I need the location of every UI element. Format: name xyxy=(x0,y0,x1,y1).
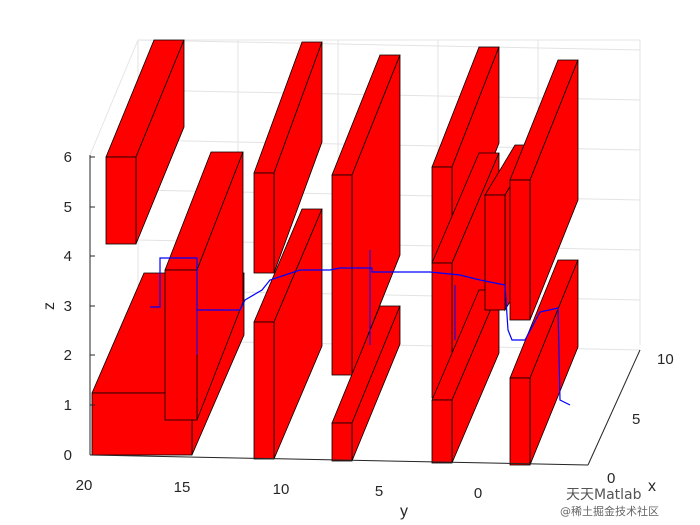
obstacle-front-face xyxy=(484,194,506,311)
obstacle-front-face xyxy=(509,179,531,321)
x-tick-label: 10 xyxy=(657,351,674,368)
grid-line xyxy=(137,39,641,51)
z-tick-label: 5 xyxy=(64,199,72,216)
x-axis: 0 5 10 x xyxy=(587,349,674,495)
z-axis-label: z xyxy=(41,302,58,310)
x-tick-label: 0 xyxy=(607,470,615,487)
y-axis: 20 15 10 5 0 y xyxy=(76,454,589,520)
obstacle-block xyxy=(253,208,323,460)
obstacle-block xyxy=(331,54,401,376)
obstacle-block xyxy=(105,39,185,245)
watermark-subtitle: @稀土掘金技术社区 xyxy=(560,505,659,518)
obstacle-front-face xyxy=(331,174,353,376)
z-tick-label: 0 xyxy=(64,447,72,464)
obstacle-front-face xyxy=(253,321,275,460)
z-tick-label: 2 xyxy=(64,347,72,364)
obstacle-front-face xyxy=(331,422,353,462)
obstacle-block xyxy=(164,151,244,421)
x-axis-label: x xyxy=(648,478,656,495)
obstacle-front-face xyxy=(431,399,453,464)
obstacle-front-face xyxy=(509,377,531,466)
obstacle-block xyxy=(509,259,579,466)
planned-path xyxy=(150,250,571,406)
y-tick-label: 5 xyxy=(375,483,383,500)
obstacle-block xyxy=(431,289,500,464)
z-axis: 0 1 2 3 4 5 6 z xyxy=(41,149,95,464)
z-tick-label: 3 xyxy=(64,298,72,315)
obstacle-block xyxy=(509,59,579,321)
obstacles-group xyxy=(91,39,579,466)
obstacle-block xyxy=(253,41,323,274)
x-tick-label: 5 xyxy=(632,411,640,428)
y-tick-label: 0 xyxy=(474,485,482,502)
obstacle-block xyxy=(331,305,401,462)
obstacle-front-face xyxy=(253,172,275,274)
obstacle-front-face xyxy=(164,269,198,421)
y-tick-label: 10 xyxy=(273,481,290,498)
y-axis-label: y xyxy=(400,503,408,520)
z-tick-label: 6 xyxy=(64,149,72,166)
y-tick-label: 20 xyxy=(76,477,93,494)
obstacle-front-face xyxy=(105,156,137,245)
watermark-title: 天天Matlab xyxy=(566,487,642,503)
y-tick-label: 15 xyxy=(174,479,191,496)
z-tick-label: 4 xyxy=(64,248,72,265)
z-tick-label: 1 xyxy=(64,397,72,414)
